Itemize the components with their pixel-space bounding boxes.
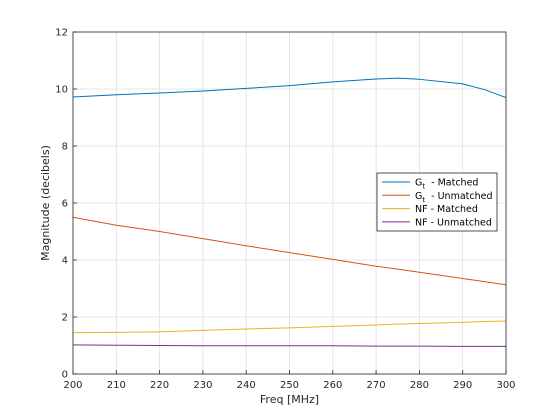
ticks: 200 210 220 230 240 250 260 270 280 290 300 0 2 4 6 8 10…: [55, 28, 515, 392]
legend-label: NF - Matched: [415, 204, 478, 215]
series-line-1: [72, 77, 507, 99]
x-tick-label: 290: [453, 380, 472, 391]
x-tick-label: 230: [193, 380, 212, 391]
series-lines: [72, 77, 507, 347]
y-tick-label: 4: [62, 256, 68, 267]
y-tick-label: 8: [62, 142, 68, 153]
y-tick-label: 0: [62, 370, 68, 381]
legend-label: NF - Unmatched: [415, 217, 492, 228]
series-line-3: [72, 320, 507, 334]
legend-label: Gt - Matched: [415, 178, 478, 191]
x-tick-label: 280: [410, 380, 429, 391]
x-tick-label: 260: [323, 380, 342, 391]
x-tick-label: 200: [63, 380, 82, 391]
legend-label: Gt - Unmatched: [415, 191, 493, 204]
series-line-4: [72, 344, 506, 347]
x-tick-label: 220: [150, 380, 169, 391]
y-tick-label: 6: [62, 199, 68, 210]
x-axis-label: Freq [MHz]: [260, 393, 319, 406]
x-tick-label: 210: [107, 380, 126, 391]
x-tick-label: 300: [496, 380, 515, 391]
y-tick-label: 12: [55, 28, 68, 39]
legend-box: [376, 172, 498, 232]
x-tick-label: 240: [237, 380, 256, 391]
y-tick-label: 2: [62, 313, 68, 324]
series-line-2: [72, 216, 507, 286]
x-tick-label: 250: [280, 380, 299, 391]
x-tick-label: 270: [367, 380, 386, 391]
y-axis-label: Magnitude (decibels): [39, 145, 52, 261]
y-tick-label: 10: [55, 85, 68, 96]
